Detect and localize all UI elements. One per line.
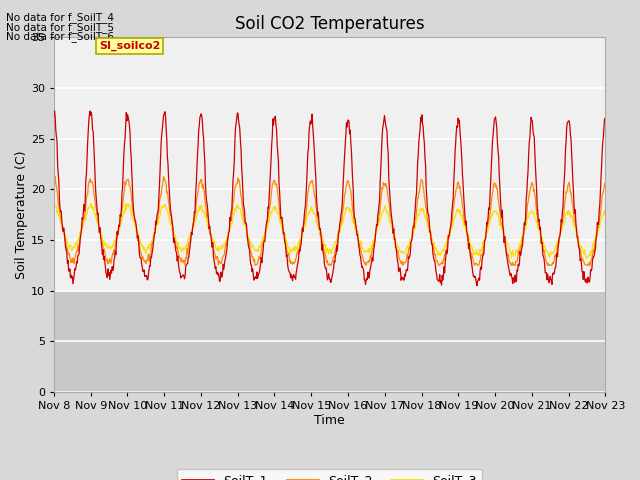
SoilT_1 [194, 143, 202, 148]
Line: SoilT_2: SoilT_2 [54, 176, 605, 265]
SoilT_2 [111, 248, 118, 253]
SoilT_2 [194, 189, 202, 194]
Title: Soil CO2 Temperatures: Soil CO2 Temperatures [235, 15, 424, 33]
SoilT_1 [51, 108, 58, 114]
X-axis label: Time: Time [314, 414, 345, 427]
Text: No data for f_SoilT_6: No data for f_SoilT_6 [6, 31, 115, 42]
SoilT_3 [602, 207, 609, 213]
SoilT_2 [467, 247, 474, 253]
Text: SI_soilco2: SI_soilco2 [99, 41, 161, 51]
SoilT_1 [474, 283, 481, 288]
SoilT_3 [111, 237, 118, 243]
SoilT_1 [527, 114, 535, 120]
SoilT_2 [50, 174, 58, 180]
Text: No data for f_SoilT_4: No data for f_SoilT_4 [6, 12, 115, 23]
Bar [54, 290, 605, 392]
SoilT_2 [444, 237, 452, 243]
SoilT_3 [444, 239, 451, 245]
SoilT_2 [287, 261, 294, 266]
Legend: SoilT_1, SoilT_2, SoilT_3: SoilT_1, SoilT_2, SoilT_3 [177, 469, 482, 480]
SoilT_2 [527, 183, 535, 189]
SoilT_2 [602, 184, 609, 190]
Line: SoilT_1: SoilT_1 [54, 111, 605, 286]
SoilT_3 [87, 201, 95, 206]
SoilT_1 [466, 247, 474, 253]
Line: SoilT_3: SoilT_3 [54, 204, 605, 258]
SoilT_3 [194, 208, 202, 214]
SoilT_3 [286, 251, 294, 256]
SoilT_1 [111, 255, 118, 261]
Y-axis label: Soil Temperature (C): Soil Temperature (C) [15, 150, 28, 279]
SoilT_2 [252, 263, 259, 268]
SoilT_3 [527, 211, 534, 216]
SoilT_1 [286, 270, 294, 276]
SoilT_1 [50, 113, 58, 119]
SoilT_3 [582, 255, 590, 261]
SoilT_1 [602, 118, 609, 124]
SoilT_3 [50, 202, 58, 208]
Text: No data for f_SoilT_5: No data for f_SoilT_5 [6, 22, 115, 33]
SoilT_3 [466, 238, 474, 243]
SoilT_2 [51, 173, 59, 179]
SoilT_1 [444, 251, 451, 256]
